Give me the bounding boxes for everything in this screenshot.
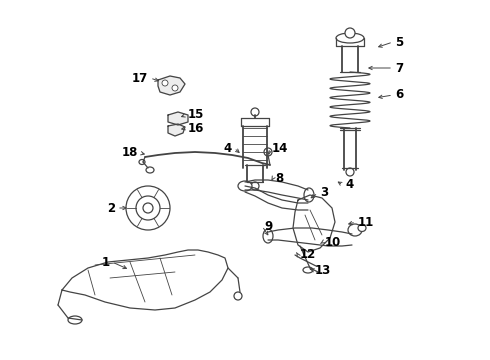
Circle shape — [143, 203, 153, 213]
Text: 18: 18 — [122, 147, 138, 159]
Ellipse shape — [263, 229, 273, 243]
Polygon shape — [168, 124, 185, 136]
Ellipse shape — [358, 225, 366, 231]
Text: 8: 8 — [275, 171, 283, 184]
Text: 16: 16 — [188, 122, 204, 135]
Text: 6: 6 — [395, 89, 403, 102]
Text: 9: 9 — [264, 220, 272, 233]
Ellipse shape — [304, 188, 314, 202]
Circle shape — [136, 196, 160, 220]
Ellipse shape — [303, 267, 313, 273]
Circle shape — [172, 85, 178, 91]
Text: 5: 5 — [395, 36, 403, 49]
Text: 14: 14 — [272, 141, 289, 154]
Ellipse shape — [336, 33, 364, 43]
Circle shape — [126, 186, 170, 230]
Text: 1: 1 — [102, 256, 110, 269]
Text: 11: 11 — [358, 216, 374, 229]
Text: 10: 10 — [325, 235, 341, 248]
Circle shape — [162, 80, 168, 86]
Polygon shape — [168, 112, 188, 125]
Text: 13: 13 — [315, 264, 331, 276]
Ellipse shape — [238, 181, 252, 191]
Circle shape — [251, 182, 259, 190]
Polygon shape — [158, 76, 185, 95]
Ellipse shape — [68, 316, 82, 324]
Ellipse shape — [139, 159, 145, 165]
Text: 7: 7 — [395, 62, 403, 75]
Text: 3: 3 — [320, 186, 328, 199]
Circle shape — [264, 148, 272, 156]
Ellipse shape — [146, 167, 154, 173]
Text: 15: 15 — [188, 108, 204, 122]
Text: 17: 17 — [132, 72, 148, 85]
Circle shape — [345, 28, 355, 38]
Circle shape — [346, 168, 354, 176]
Text: 4: 4 — [224, 141, 232, 154]
Ellipse shape — [234, 292, 242, 300]
Circle shape — [251, 108, 259, 116]
Ellipse shape — [348, 224, 362, 236]
Text: 4: 4 — [345, 179, 353, 192]
Text: 2: 2 — [107, 202, 115, 215]
Text: 12: 12 — [300, 248, 316, 261]
